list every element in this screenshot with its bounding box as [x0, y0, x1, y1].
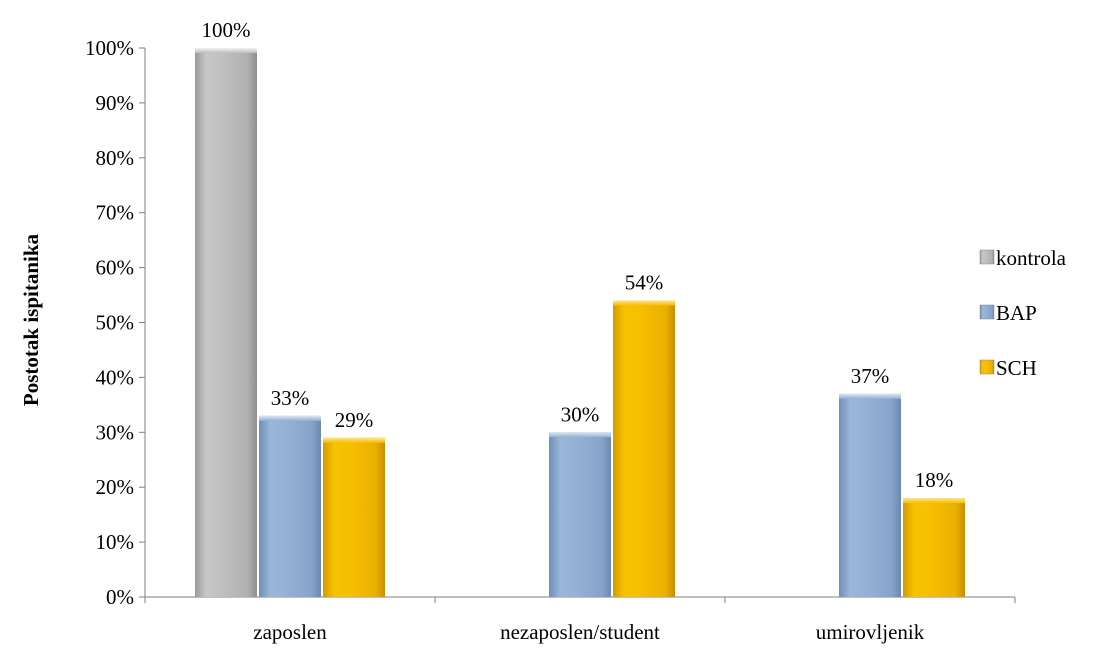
y-tick-label: 20% [96, 475, 135, 499]
y-tick-label: 70% [96, 201, 135, 225]
y-tick-label: 90% [96, 91, 135, 115]
bar-highlight [323, 438, 385, 443]
data-label: 100% [202, 18, 251, 42]
category-label: nezaposlen/student [500, 620, 660, 644]
bar-sch [323, 438, 385, 597]
legend-swatch-sch [980, 360, 994, 374]
category-label: umirovljenik [816, 620, 925, 644]
y-tick-label: 30% [96, 420, 135, 444]
data-label: 33% [271, 386, 310, 410]
legend-swatch-bap [980, 305, 994, 319]
bar-bap [549, 432, 611, 597]
bar-highlight [613, 301, 675, 306]
bar-sch [903, 498, 965, 597]
data-label: 54% [625, 271, 664, 295]
data-label: 29% [335, 408, 374, 432]
bar-sch [613, 301, 675, 597]
y-tick-label: 40% [96, 365, 135, 389]
legend-label-kontrola: kontrola [996, 246, 1067, 270]
bar-highlight [259, 416, 321, 421]
bars [195, 48, 965, 597]
y-tick-label: 60% [96, 256, 135, 280]
y-tick-label: 100% [85, 36, 134, 60]
bar-kontrola [195, 48, 257, 597]
bar-bap [259, 416, 321, 597]
y-axis-title: Postotak ispitanika [19, 233, 43, 406]
bar-highlight [839, 394, 901, 399]
data-label: 18% [915, 468, 954, 492]
legend-label-sch: SCH [996, 356, 1037, 380]
legend: kontrola BAP SCH [980, 246, 1067, 380]
legend-swatch-kontrola [980, 250, 994, 264]
legend-label-bap: BAP [996, 301, 1037, 325]
y-tick-label: 50% [96, 311, 135, 335]
bar-highlight [903, 498, 965, 503]
data-label: 30% [561, 402, 600, 426]
category-label: zaposlen [253, 620, 327, 644]
bar-highlight [549, 432, 611, 437]
bar-highlight [195, 48, 257, 53]
y-tick-label: 0% [106, 585, 134, 609]
y-tick-label: 10% [96, 530, 135, 554]
data-label: 37% [851, 364, 890, 388]
y-tick-label: 80% [96, 146, 135, 170]
bar-bap [839, 394, 901, 597]
